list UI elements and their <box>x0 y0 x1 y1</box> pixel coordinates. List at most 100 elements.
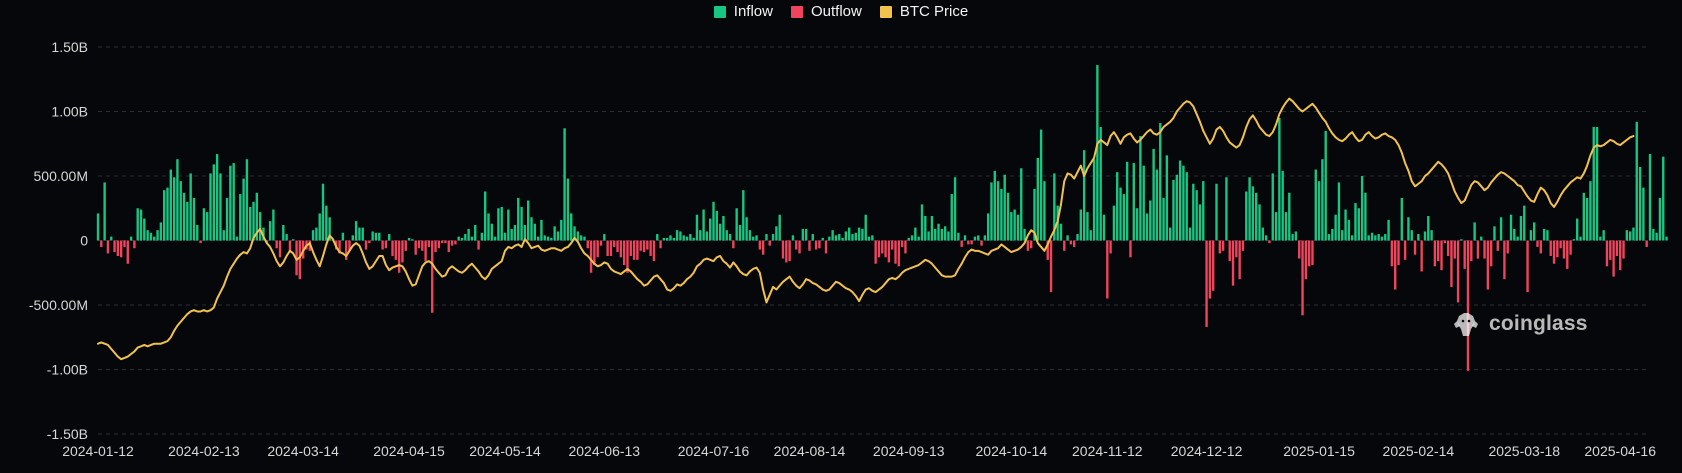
inflow-bar <box>311 230 315 241</box>
inflow-bar <box>1572 239 1576 241</box>
inflow-bar <box>1499 217 1503 241</box>
legend-label-btc-price: BTC Price <box>899 3 969 20</box>
inflow-bar <box>527 200 530 241</box>
outflow-bar <box>1420 240 1423 272</box>
outflow-bar <box>440 240 444 244</box>
outflow-bar <box>454 240 457 245</box>
outflow-bar <box>980 240 983 246</box>
outflow-bar <box>960 240 963 247</box>
inflow-bar <box>1185 172 1188 241</box>
outflow-bar <box>606 240 609 256</box>
inflow-bar <box>110 236 113 241</box>
inflow-bar <box>950 194 953 241</box>
inflow-bar <box>186 201 189 241</box>
inflow-bar <box>543 235 546 241</box>
inflow-bar <box>1648 154 1652 241</box>
inflow-bar <box>235 236 239 241</box>
inflow-bar <box>483 191 487 241</box>
legend-item-btc-price[interactable]: BTC Price <box>879 3 969 21</box>
outflow-bar <box>874 240 877 264</box>
inflow-bar <box>1317 181 1321 241</box>
inflow-bar <box>407 237 411 241</box>
inflow-bar <box>1023 228 1026 241</box>
inflow-bar <box>272 209 275 241</box>
inflow-bar <box>1532 222 1536 241</box>
inflow-bar <box>1274 212 1278 241</box>
legend-label-inflow: Inflow <box>733 3 773 20</box>
outflow-bar <box>613 240 616 247</box>
inflow-bar <box>771 234 775 241</box>
inflow-bar <box>778 214 781 241</box>
outflow-bar <box>758 240 762 250</box>
outflow-bar <box>338 240 341 254</box>
inflow-bar <box>1082 150 1086 241</box>
inflow-bar <box>821 237 824 241</box>
outflow-bar <box>1450 240 1453 287</box>
inflow-bar <box>249 206 252 241</box>
chart-legend: Inflow Outflow BTC Price <box>0 3 1682 21</box>
inflow-bar <box>1341 230 1344 241</box>
outflow-bar <box>1301 240 1304 316</box>
inflow-bar <box>1043 181 1046 241</box>
inflow-bar <box>374 232 378 241</box>
outflow-bar <box>427 240 431 247</box>
inflow-bar <box>1460 239 1463 241</box>
inflow-bar <box>225 197 229 241</box>
outflow-bar <box>1556 240 1559 258</box>
legend-item-inflow[interactable]: Inflow <box>713 3 773 21</box>
outflow-bar <box>1298 240 1301 259</box>
inflow-bar <box>510 228 513 241</box>
inflow-bar <box>497 208 500 241</box>
inflow-bar <box>603 234 606 241</box>
x-tick-label: 2024-04-15 <box>373 443 445 459</box>
outflow-bar <box>1231 240 1235 286</box>
inflow-bar <box>735 208 738 241</box>
watermark: coinglass <box>1451 309 1588 339</box>
inflow-bar <box>1089 230 1092 241</box>
outflow-bar <box>900 240 904 247</box>
x-tick-label: 2024-12-12 <box>1171 443 1243 459</box>
inflow-bar <box>361 227 364 241</box>
inflow-bar <box>1119 187 1122 241</box>
outflow-bar <box>599 240 603 246</box>
x-tick-label: 2024-09-13 <box>873 443 945 459</box>
inflow-bar <box>1542 228 1546 241</box>
outflow-bar <box>1268 240 1271 244</box>
inflow-bar <box>411 239 414 241</box>
inflow-bar <box>1658 197 1662 241</box>
inflow-bar <box>1225 177 1228 241</box>
outflow-bar <box>1228 240 1231 262</box>
inflow-bar <box>973 236 977 241</box>
inflow-bar <box>546 236 550 241</box>
inflow-bar <box>715 210 718 241</box>
inflow-bar <box>487 213 490 241</box>
inflow-bar <box>460 237 464 241</box>
inflow-bar <box>682 235 685 241</box>
outflow-bar <box>1029 240 1033 249</box>
inflow-bar <box>1327 234 1331 241</box>
inflow-bar <box>689 234 692 241</box>
inflow-bar <box>282 225 285 241</box>
inflow-bar <box>924 215 927 241</box>
outflow-bar <box>1489 240 1493 267</box>
inflow-bar <box>196 225 199 241</box>
inflow-bar <box>1410 230 1413 241</box>
legend-swatch-outflow <box>790 6 803 18</box>
x-axis-layer: 2024-01-12 2024-02-13 2024-03-14 2024-04-15… <box>62 443 1656 459</box>
inflow-bar <box>986 213 990 241</box>
outflow-bar <box>781 240 785 259</box>
x-tick-label: 2025-01-15 <box>1283 443 1355 459</box>
outflow-bar <box>368 240 371 244</box>
outflow-bar <box>1552 240 1556 264</box>
outflow-bar <box>788 240 791 262</box>
inflow-bar <box>1116 172 1119 241</box>
inflow-bar <box>517 197 520 241</box>
outflow-bar <box>798 240 801 254</box>
inflow-bar <box>464 234 467 241</box>
inflow-bar <box>1152 148 1155 241</box>
inflow-bar <box>1344 209 1347 241</box>
inflow-bar <box>791 235 795 241</box>
outflow-bar <box>1503 240 1506 280</box>
inflow-bar <box>457 236 460 241</box>
legend-item-outflow[interactable]: Outflow <box>790 3 862 21</box>
